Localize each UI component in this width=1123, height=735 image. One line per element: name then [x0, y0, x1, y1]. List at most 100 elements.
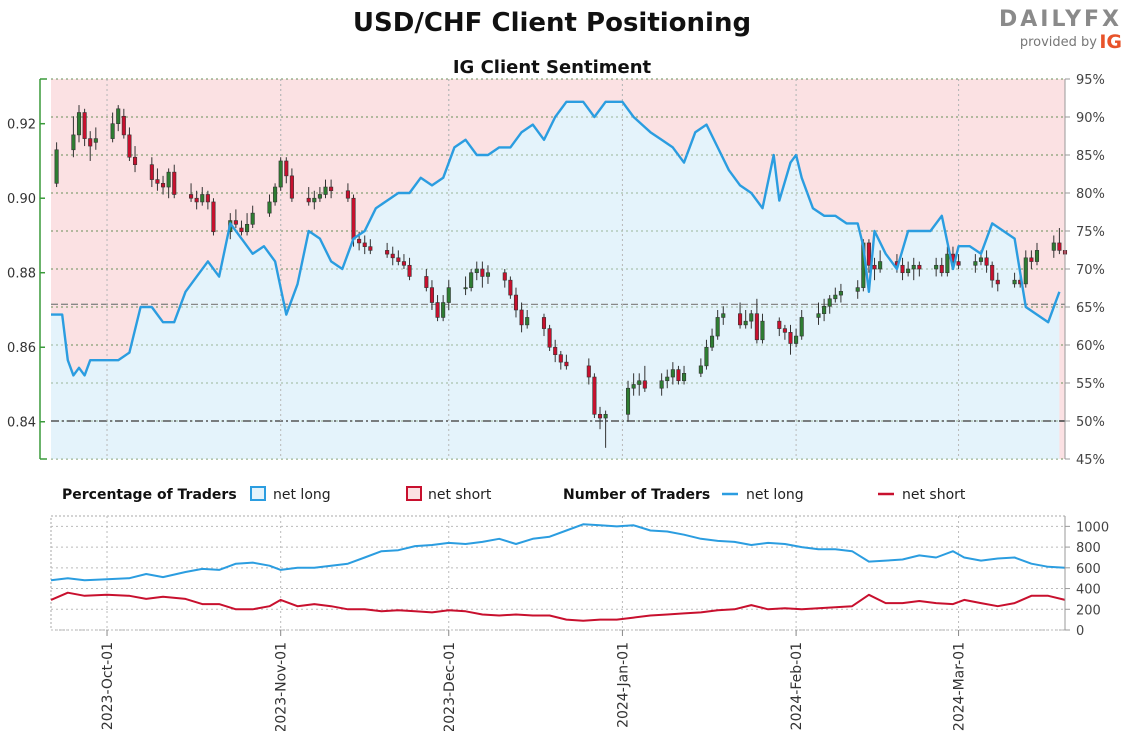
candle-body: [838, 291, 843, 296]
candle-body: [670, 369, 675, 378]
candle: [659, 373, 664, 396]
candle: [149, 157, 154, 188]
candle: [917, 261, 922, 277]
candle-body: [760, 320, 765, 341]
candle: [721, 306, 726, 325]
candle-body: [200, 194, 205, 203]
bottom-panel-frame: [50, 515, 1066, 631]
percent-long-line: [51, 100, 1061, 377]
candle-body: [485, 272, 491, 277]
count-tick-label: 0: [1076, 624, 1084, 639]
candle: [267, 194, 272, 217]
legend-num-short-label: net short: [902, 487, 966, 503]
candle: [480, 261, 485, 288]
candle-body: [995, 279, 1000, 285]
pct-tick-label: 85%: [1076, 149, 1105, 164]
candle-body: [603, 413, 608, 419]
candle: [446, 280, 451, 310]
candle-body: [250, 212, 255, 225]
candle-body: [788, 332, 793, 344]
candle: [525, 309, 530, 329]
candle: [878, 250, 883, 273]
candle: [1051, 235, 1056, 258]
candle: [273, 183, 278, 206]
pct-tick-label: 55%: [1076, 377, 1105, 392]
candle-body: [665, 376, 670, 382]
candle: [513, 287, 519, 318]
candle-body: [553, 346, 558, 355]
candle: [519, 302, 524, 333]
candle: [682, 365, 687, 385]
price-tick-label: 0.88: [7, 267, 36, 282]
candle: [424, 269, 429, 292]
candle-body: [945, 253, 950, 274]
percent-long-fill: [51, 101, 1060, 460]
candle-body: [435, 302, 440, 318]
candle-body: [189, 194, 194, 199]
candle: [88, 131, 93, 161]
candle-body: [161, 183, 166, 188]
candle: [799, 309, 804, 340]
candle-body: [155, 179, 160, 184]
candle-body: [1057, 242, 1062, 251]
candle: [782, 324, 787, 340]
candle-body: [441, 302, 446, 318]
legend-num-long-label: net long: [746, 487, 804, 503]
price-candles: [54, 105, 1068, 448]
candle: [1029, 250, 1034, 269]
candle: [995, 272, 1000, 292]
date-axis: 2023-Oct-01 2023-Nov-01 2023-Dec-01 2024-Ja…: [100, 630, 968, 733]
brand-ig: IG: [1099, 31, 1122, 53]
candle: [816, 302, 821, 325]
candle-body: [749, 313, 754, 322]
candle-body: [76, 112, 82, 136]
candle: [289, 168, 294, 202]
candle-body: [132, 156, 138, 165]
candle: [749, 309, 754, 329]
candle: [127, 127, 132, 161]
candle-body: [284, 160, 289, 177]
candle-body: [777, 320, 782, 329]
candle: [508, 276, 513, 299]
candle: [597, 406, 603, 430]
candle: [704, 339, 709, 370]
candle: [855, 280, 860, 299]
legend: Percentage of Traders net long net short…: [62, 486, 966, 503]
legend-pct-long-swatch: [250, 486, 266, 501]
candle-body: [205, 194, 210, 203]
candle: [474, 261, 479, 281]
date-tick-label: 2023-Nov-01: [274, 642, 290, 731]
candle: [345, 183, 350, 202]
legend-pct-title: Percentage of Traders: [62, 487, 237, 503]
candle: [637, 373, 642, 396]
candle: [754, 298, 759, 344]
candle-body: [586, 365, 591, 378]
candle-body: [872, 264, 877, 270]
candle-body: [362, 242, 367, 247]
candle: [205, 190, 210, 210]
candle: [401, 254, 406, 269]
candle: [990, 261, 995, 288]
price-tick-label: 0.86: [7, 341, 36, 356]
brand-provided-by: provided by: [1020, 35, 1097, 50]
candle: [788, 324, 793, 355]
candle: [194, 190, 199, 210]
candle-body: [323, 186, 328, 195]
bottom-panel-grid: [50, 515, 1066, 631]
candle-body: [166, 171, 171, 188]
candle: [368, 239, 373, 255]
candle-body: [721, 313, 726, 318]
candle: [906, 261, 911, 277]
candle-body: [273, 186, 278, 203]
candle: [132, 146, 138, 173]
candle-body: [194, 197, 199, 203]
candle-body: [1051, 242, 1056, 251]
candle: [760, 313, 765, 344]
price-tick-label: 0.84: [7, 416, 36, 431]
candle: [239, 220, 244, 236]
candle-body: [446, 287, 451, 303]
candle-body: [710, 335, 715, 348]
dailyfx-logo: DAILYFX provided by IG: [999, 7, 1122, 53]
candle-body: [121, 115, 126, 136]
